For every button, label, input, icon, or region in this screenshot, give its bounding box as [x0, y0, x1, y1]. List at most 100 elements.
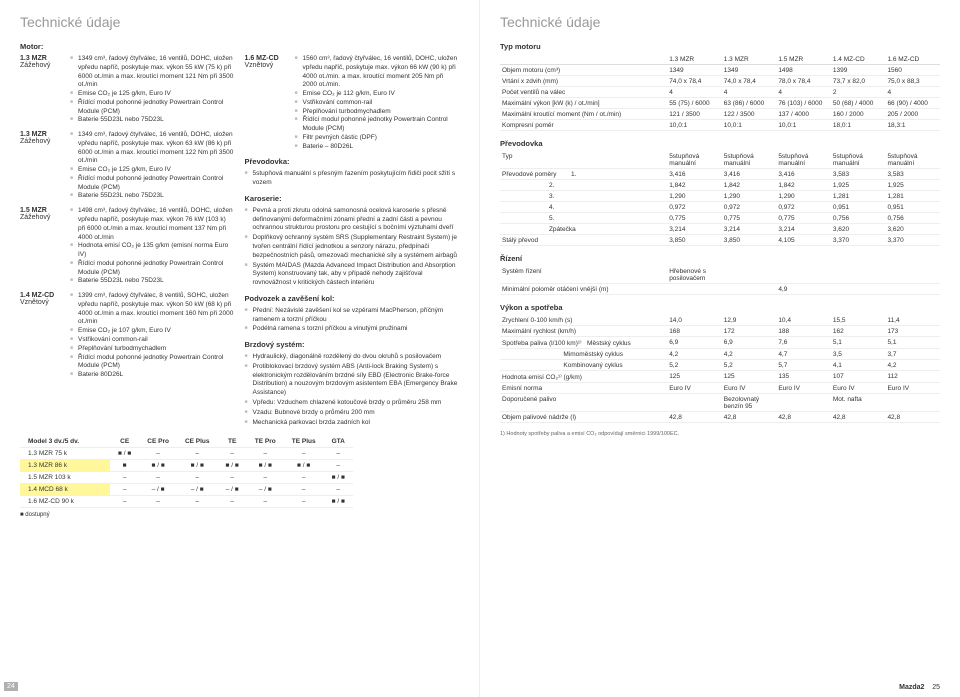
model-cell: –	[284, 484, 324, 496]
spec-cell: 3,620	[885, 224, 940, 235]
spec-row-label: Vrtání x zdvih (mm)	[500, 76, 667, 87]
table-title: Řízení	[500, 254, 940, 263]
spec-cell: 188	[776, 326, 831, 337]
table-row: Systém řízeníHřebenové s posilovačem	[500, 266, 940, 284]
motor-item: Emise CO₂ je 107 g/km, Euro IV	[70, 327, 235, 336]
list-item: 5stupňová manuální s přesným řazením pos…	[245, 170, 460, 188]
spec-cell: Euro IV	[722, 383, 777, 394]
spec-table: Systém řízeníHřebenové s posilovačemMini…	[500, 266, 940, 295]
model-row-name: 1.5 MZR 103 k	[20, 472, 110, 484]
table-title: Výkon a spotřeba	[500, 303, 940, 312]
spec-cell: 0,775	[722, 213, 777, 224]
page-number-right: Mazda2 25	[899, 684, 940, 691]
list-podvozek: Přední: Nezávislé zavěšení kol se vzpěra…	[245, 307, 460, 334]
motor-label: 1.3 MZRZážehový	[20, 131, 70, 201]
spec-cell: 125	[722, 371, 777, 383]
table-row: Hodnota emisí CO₂¹⁾ (g/km)12512513510711…	[500, 371, 940, 383]
table-row: 1.4 MCD 68 k–– / ■– / ■– / ■– / ■––	[20, 484, 353, 496]
table-row: 1.3 MZR 75 k■ / ■––––––	[20, 448, 353, 460]
spec-cell	[831, 266, 886, 284]
motor-items: 1349 cm³, řadový čtyřválec, 16 ventilů, …	[70, 131, 235, 201]
spec-cell: 5,2	[722, 360, 777, 371]
spec-cell: 18,3:1	[885, 120, 940, 131]
page-title-left: Technické údaje	[20, 14, 459, 30]
model-cell: –	[177, 472, 218, 484]
spec-row-label: Doporučené palivo	[500, 394, 667, 412]
model-cell: ■ / ■	[110, 448, 139, 460]
spec-cell: 55 (75) / 6000	[667, 98, 722, 109]
motor-entry: 1.3 MZRZážehový1349 cm³, řadový čtyřvále…	[20, 55, 235, 125]
motor-item: Baterie 80D26L	[70, 371, 235, 380]
spec-cell: Mot. nafta	[831, 394, 886, 412]
spec-table: Zrychlení 0-100 km/h (s)14,012,910,415,5…	[500, 315, 940, 423]
spec-cell: 3,214	[667, 224, 722, 235]
spec-cell: 4,2	[885, 360, 940, 371]
model-cell: –	[218, 448, 247, 460]
spec-row-label: Minimální poloměr otáčení vnější (m)	[500, 284, 667, 295]
spec-cell	[667, 284, 722, 295]
motor-label: 1.5 MZRZážehový	[20, 207, 70, 286]
table-row: 4.0,9720,9720,9720,9510,951	[500, 202, 940, 213]
spec-cell: 4	[885, 87, 940, 98]
page-title-right: Technické údaje	[500, 14, 940, 30]
spec-cell	[722, 284, 777, 295]
model-cell: –	[139, 472, 177, 484]
heading-prevodovka: Převodovka:	[245, 157, 460, 166]
spec-row-label: Kombinovaný cyklus	[500, 360, 667, 371]
motor-items: 1349 cm³, řadový čtyřválec, 16 ventilů, …	[70, 55, 235, 125]
motor-entry: 1.5 MZRZážehový1498 cm³, řadový čtyřvále…	[20, 207, 235, 286]
spec-cell: 1,281	[831, 191, 886, 202]
spec-cell: 1,925	[831, 180, 886, 191]
motor-entry: 1.6 MZ-CDVznětový1560 cm³, řadový čtyřvá…	[245, 55, 460, 151]
model-cell: ■ / ■	[324, 472, 353, 484]
motor-item: Řídící modul pohonné jednotky Powertrain…	[70, 175, 235, 193]
table-row: 1.5 MZR 103 k––––––■ / ■	[20, 472, 353, 484]
spec-cell: 5stupňová manuální	[722, 151, 777, 169]
spec-cell: 1349	[722, 65, 777, 76]
heading-karoserie: Karoserie:	[245, 194, 460, 203]
motor-item: Vstřikování common-rail	[295, 99, 460, 108]
spec-cell: 50 (68) / 4000	[831, 98, 886, 109]
spec-cell: 125	[667, 371, 722, 383]
spec-cell: 74,0 x 78,4	[667, 76, 722, 87]
spec-cell: 10,0:1	[776, 120, 831, 131]
model-col-header: CE Pro	[139, 436, 177, 448]
spec-cell: 3,583	[831, 169, 886, 180]
list-item: Protiblokovací brzdový systém ABS (Anti-…	[245, 363, 460, 398]
model-col-header: TE Plus	[284, 436, 324, 448]
spec-cell: 5,1	[885, 337, 940, 349]
table-row: Maximální rychlost (km/h)168172188162173	[500, 326, 940, 337]
model-row-name: 1.3 MZR 75 k	[20, 448, 110, 460]
spec-table: 1.3 MZR1.3 MZR1.5 MZR1.4 MZ-CD1.6 MZ-CDO…	[500, 54, 940, 131]
spec-cell	[885, 394, 940, 412]
spec-cell: 4,2	[667, 349, 722, 360]
heading-podvozek: Podvozek a zavěšení kol:	[245, 294, 460, 303]
table-row: Stálý převod3,8503,8504,1053,3703,370	[500, 235, 940, 246]
model-cell: –	[247, 472, 284, 484]
model-row-name: 1.3 MZR 86 k	[20, 460, 110, 472]
spec-cell: 3,583	[885, 169, 940, 180]
spec-row-label: Objem palivové nádrže (l)	[500, 412, 667, 423]
spec-row-label: 3.	[500, 191, 667, 202]
model-table-title: Model 3 dv./5 dv.	[20, 436, 110, 448]
motor-columns: 1.3 MZRZážehový1349 cm³, řadový čtyřvále…	[20, 55, 459, 428]
spec-cell	[831, 284, 886, 295]
legend-text: dostupný	[25, 512, 49, 518]
spec-cell: 3,416	[776, 169, 831, 180]
motor-col-2: 1.6 MZ-CDVznětový1560 cm³, řadový čtyřvá…	[245, 55, 460, 428]
page-num-right-num: 25	[932, 684, 940, 691]
spec-cell: 3,214	[776, 224, 831, 235]
spec-cell: 3,214	[722, 224, 777, 235]
page-left: Technické údaje Motor: 1.3 MZRZážehový13…	[0, 0, 480, 697]
spec-cell: 10,0:1	[667, 120, 722, 131]
table-row: Kombinovaný cyklus5,25,25,74,14,2	[500, 360, 940, 371]
motor-item: Baterie 55D23L nebo 75D23L	[70, 277, 235, 286]
spec-col-header: 1.3 MZR	[667, 54, 722, 65]
page-number-left: 24	[4, 682, 18, 691]
model-cell: ■ / ■	[218, 460, 247, 472]
spec-cell: 5,1	[831, 337, 886, 349]
spec-row-label: Typ	[500, 151, 667, 169]
table-row: 3.1,2901,2901,2901,2811,281	[500, 191, 940, 202]
spec-col-header: 1.6 MZ-CD	[885, 54, 940, 65]
spec-cell: 0,775	[776, 213, 831, 224]
